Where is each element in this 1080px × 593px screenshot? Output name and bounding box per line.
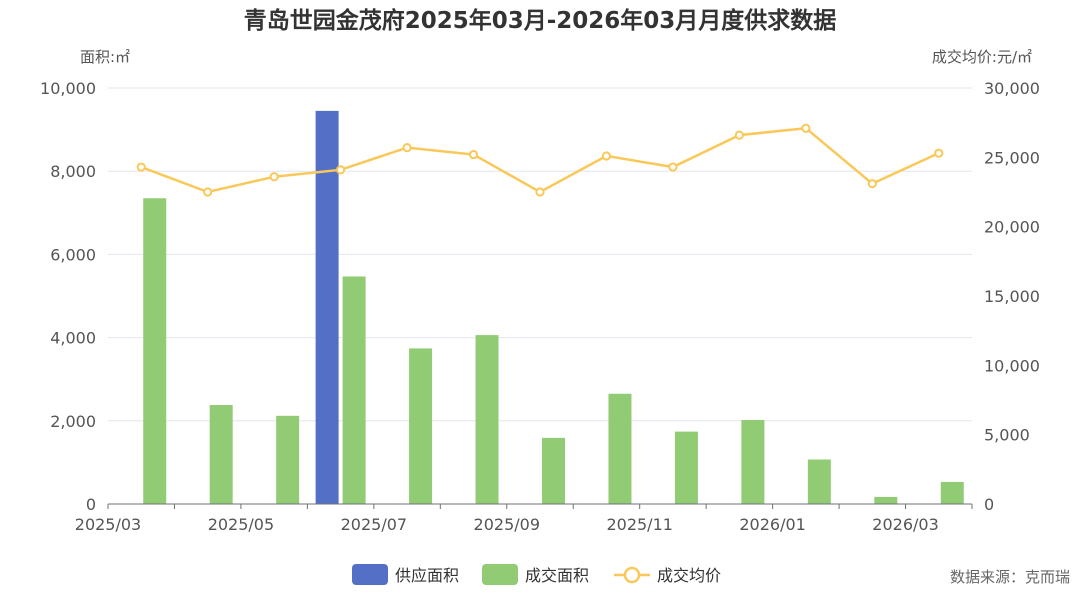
legend-swatch xyxy=(482,564,518,585)
x-tick-label: 2025/09 xyxy=(474,515,540,534)
y-left-tick-label: 6,000 xyxy=(50,245,96,264)
price-point xyxy=(468,149,479,160)
x-tick-label: 2025/03 xyxy=(75,515,141,534)
y-right-axis-label: 成交均价:元/㎡ xyxy=(932,48,1032,66)
price-polyline xyxy=(140,126,940,194)
y-left-tick-label: 0 xyxy=(86,495,96,514)
y-left-ticks: 0 2,000 4,000 6,000 8,000 10,000 xyxy=(40,79,96,514)
source-note: 数据来源：克而瑞 xyxy=(950,568,1070,586)
chart-title: 青岛世园金茂府2025年03月-2026年03月月度供求数据 xyxy=(244,7,837,34)
deal-area-bar xyxy=(342,276,366,504)
bars xyxy=(143,110,964,505)
x-tick-label: 2026/03 xyxy=(872,515,938,534)
legend-item[interactable]: 成交面积 xyxy=(482,564,589,585)
y-right-tick-label: 15,000 xyxy=(984,287,1040,306)
y-left-tick-label: 8,000 xyxy=(50,162,96,181)
legend-item[interactable]: 成交均价 xyxy=(614,566,721,585)
deal-area-bar xyxy=(940,481,964,504)
price-point xyxy=(136,162,146,172)
y-left-tick-label: 10,000 xyxy=(40,79,96,98)
y-left-axis-label: 面积:㎡ xyxy=(80,48,130,66)
price-point xyxy=(269,172,279,182)
deal-area-bar xyxy=(475,335,499,504)
deal-area-bar xyxy=(807,459,831,504)
y-right-tick-label: 0 xyxy=(984,495,994,514)
legend-label: 供应面积 xyxy=(395,566,459,585)
y-right-tick-label: 10,000 xyxy=(984,356,1040,375)
legend-item[interactable]: 供应面积 xyxy=(352,564,459,585)
x-tick-label: 2026/01 xyxy=(739,515,805,534)
deal-area-bar xyxy=(674,431,698,504)
price-point xyxy=(668,162,678,172)
price-point xyxy=(867,179,877,189)
deal-area-bar xyxy=(608,393,632,504)
x-axis: 2025/03 2025/05 2025/07 2025/09 2025/11 2026/… xyxy=(75,503,973,534)
price-point xyxy=(801,123,811,133)
deal-area-bar xyxy=(741,419,765,504)
price-point xyxy=(203,187,213,197)
deal-area-bar xyxy=(276,415,300,504)
legend-label: 成交面积 xyxy=(525,566,589,585)
price-line xyxy=(136,123,944,197)
y-right-tick-label: 20,000 xyxy=(984,218,1040,237)
deal-area-bar xyxy=(143,198,167,505)
grid-lines xyxy=(108,87,972,422)
x-tick-label: 2025/05 xyxy=(208,515,274,534)
y-left-tick-label: 4,000 xyxy=(50,329,96,348)
y-left-tick-label: 2,000 xyxy=(50,412,96,431)
price-point xyxy=(601,151,612,161)
legend[interactable]: 供应面积 成交面积 成交均价 xyxy=(352,564,721,585)
deal-area-bar xyxy=(542,437,565,504)
deal-area-bar xyxy=(874,496,898,504)
price-point xyxy=(535,187,545,197)
legend-label: 成交均价 xyxy=(657,566,721,585)
price-point xyxy=(336,165,346,175)
y-right-tick-label: 5,000 xyxy=(984,426,1030,445)
deal-area-bar xyxy=(209,404,233,504)
supply-area-bar xyxy=(315,110,339,504)
legend-marker xyxy=(623,566,641,584)
price-point xyxy=(934,148,944,158)
y-right-ticks: 0 5,000 10,000 15,000 20,000 25,000 30,000 xyxy=(984,79,1040,514)
price-point xyxy=(734,130,744,140)
y-right-tick-label: 30,000 xyxy=(984,79,1040,98)
x-tick-label: 2025/11 xyxy=(606,515,672,534)
legend-swatch xyxy=(352,564,388,585)
deal-area-bar xyxy=(409,348,433,504)
x-tick-label: 2025/07 xyxy=(341,515,407,534)
price-point xyxy=(402,143,412,153)
y-right-tick-label: 25,000 xyxy=(984,148,1040,167)
